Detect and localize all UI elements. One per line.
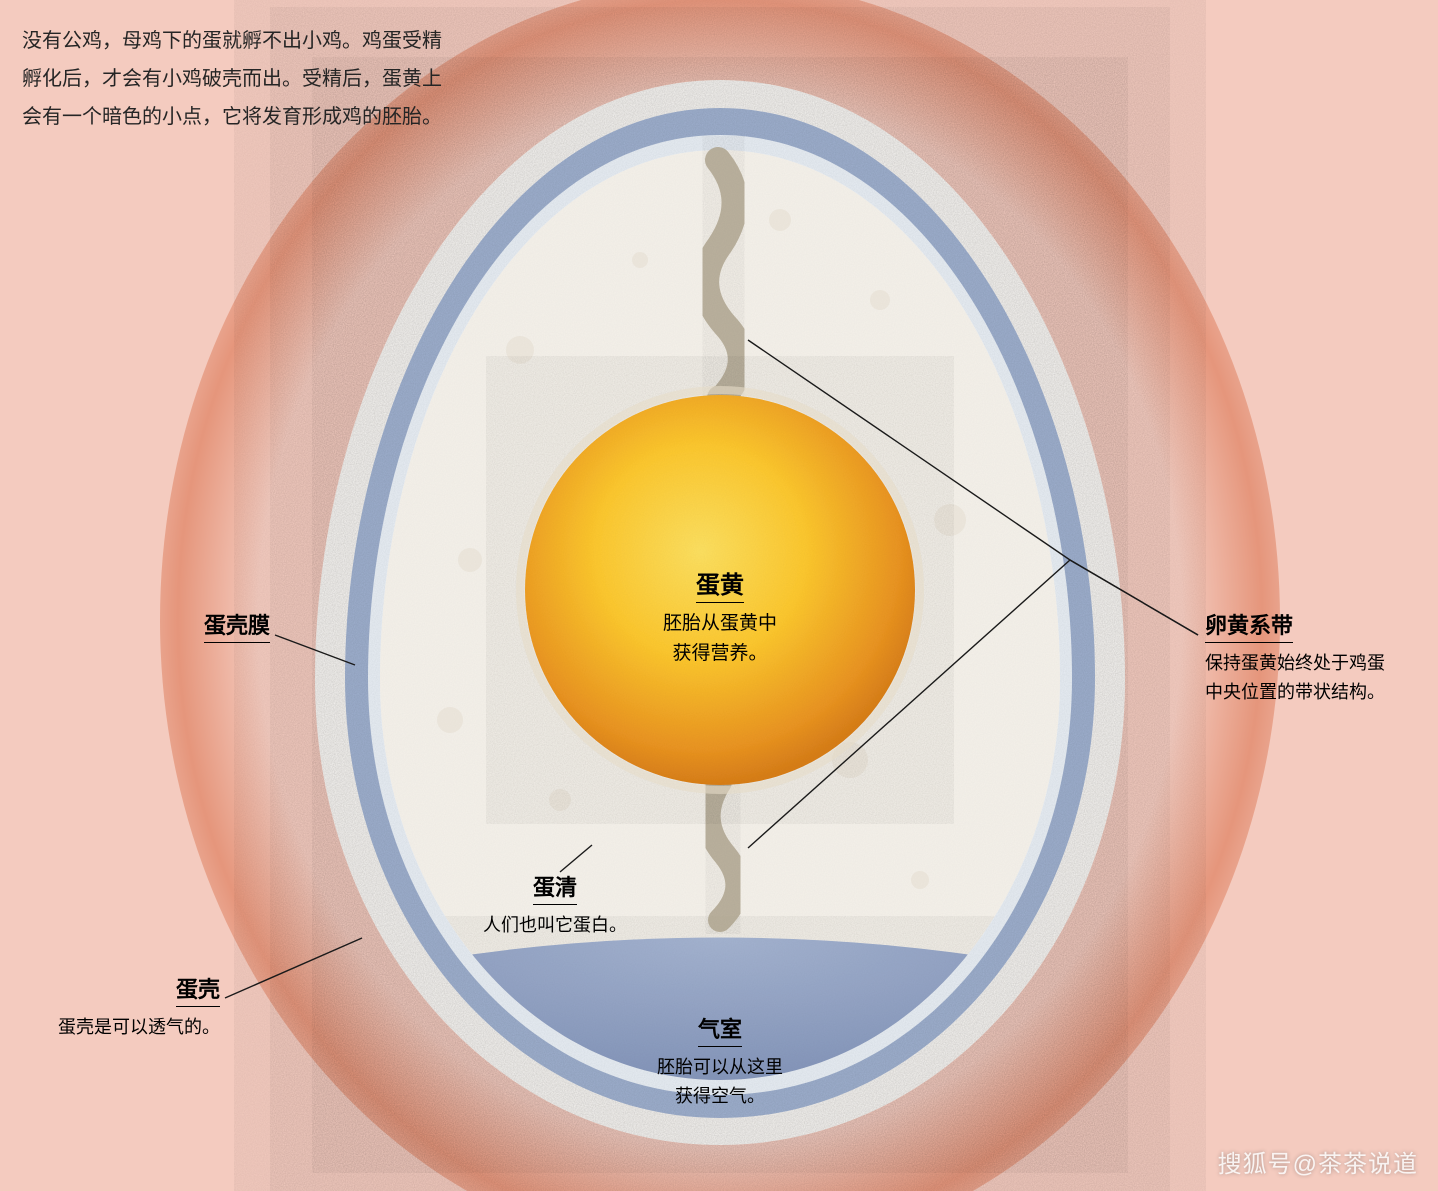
label-air-cell-desc: 胚胎可以从这里 获得空气。 xyxy=(590,1053,850,1111)
label-yolk-desc: 胚胎从蛋黄中 获得营养。 xyxy=(600,609,840,670)
label-chalaza-desc: 保持蛋黄始终处于鸡蛋 中央位置的带状结构。 xyxy=(1205,649,1425,707)
label-albumen-desc: 人们也叫它蛋白。 xyxy=(455,911,655,940)
label-air-cell: 气室 胚胎可以从这里 获得空气。 xyxy=(590,1012,850,1111)
label-air-cell-title: 气室 xyxy=(698,1012,742,1047)
label-membrane: 蛋壳膜 xyxy=(120,608,270,649)
label-yolk: 蛋黄 胚胎从蛋黄中 获得营养。 xyxy=(600,565,840,670)
label-yolk-title: 蛋黄 xyxy=(696,565,744,603)
intro-paragraph: 没有公鸡，母鸡下的蛋就孵不出小鸡。鸡蛋受精孵化后，才会有小鸡破壳而出。受精后，蛋… xyxy=(22,22,452,136)
label-shell-desc: 蛋壳是可以透气的。 xyxy=(30,1013,220,1042)
label-albumen-title: 蛋清 xyxy=(533,870,577,905)
label-albumen: 蛋清 人们也叫它蛋白。 xyxy=(455,870,655,940)
label-chalaza: 卵黄系带 保持蛋黄始终处于鸡蛋 中央位置的带状结构。 xyxy=(1205,608,1425,707)
label-membrane-title: 蛋壳膜 xyxy=(204,608,270,643)
label-shell: 蛋壳 蛋壳是可以透气的。 xyxy=(30,972,220,1042)
watermark-text: 搜狐号@茶茶说道 xyxy=(1218,1144,1418,1179)
label-shell-title: 蛋壳 xyxy=(176,972,220,1007)
label-chalaza-title: 卵黄系带 xyxy=(1205,608,1293,643)
